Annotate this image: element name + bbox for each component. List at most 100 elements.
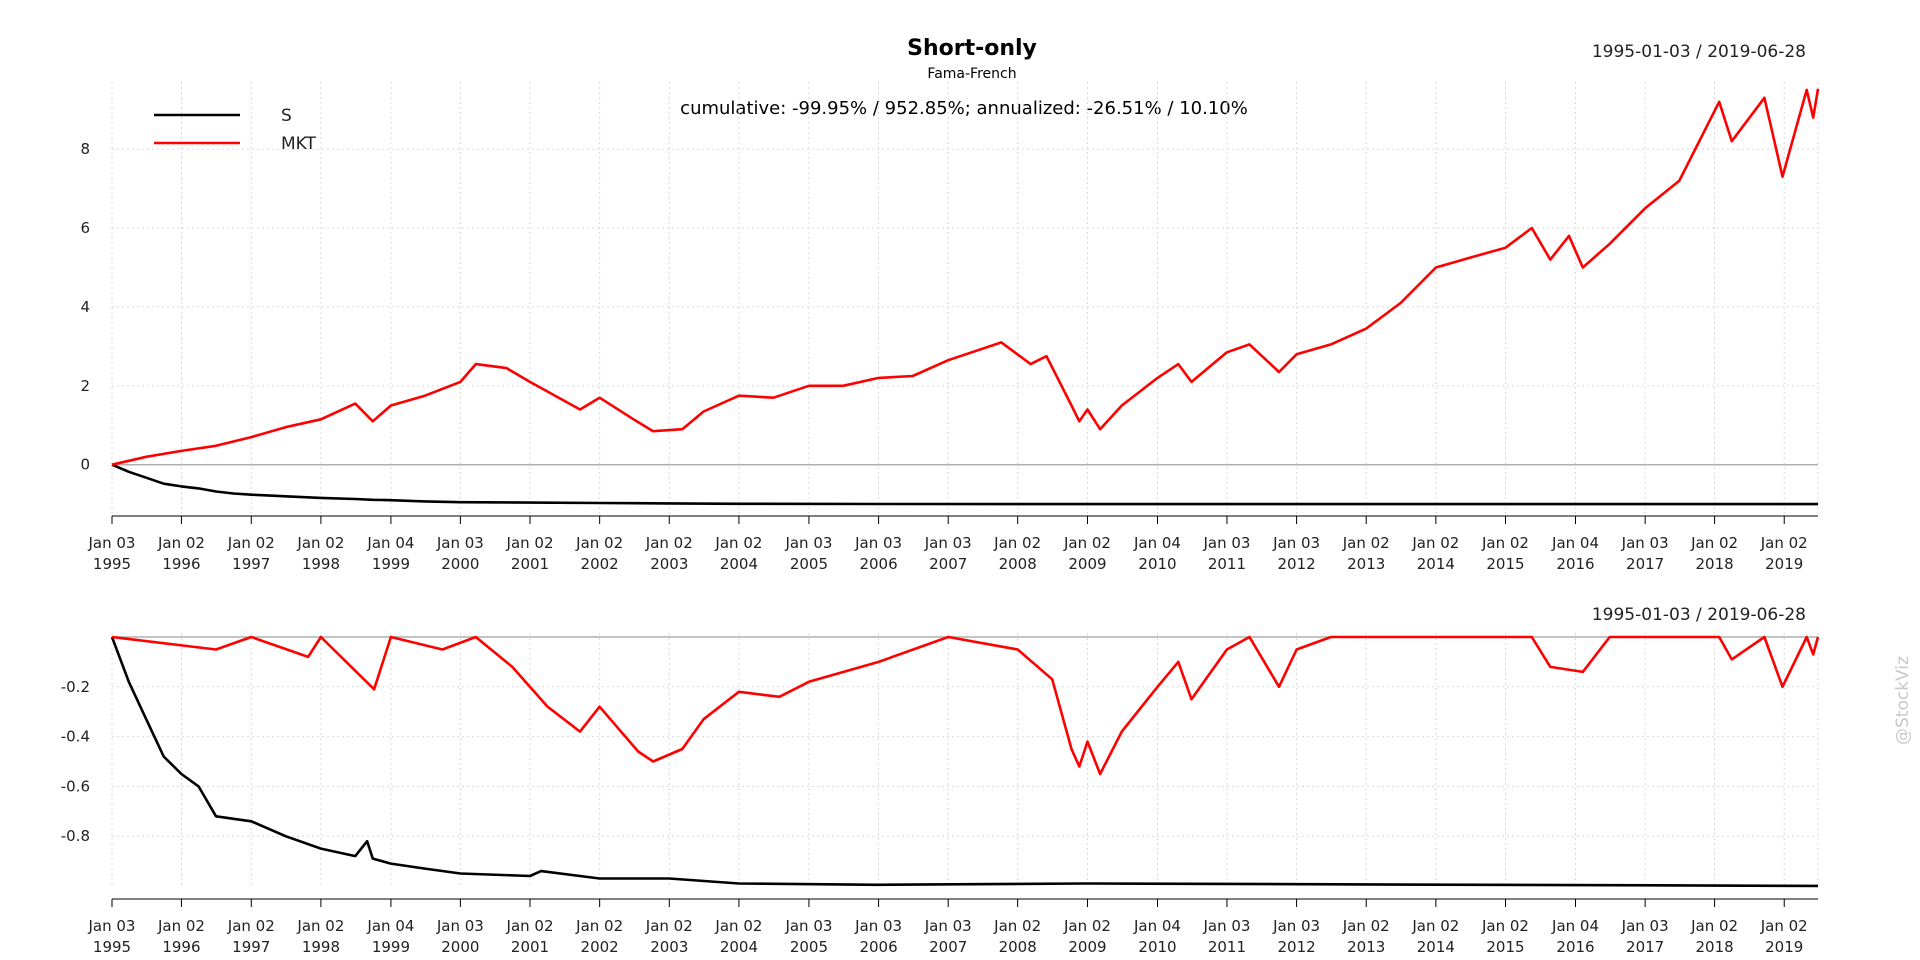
x-tick-year-label: 2002 <box>581 938 619 956</box>
x-tick-year-label: 2012 <box>1277 555 1315 573</box>
x-tick-label: Jan 02 <box>645 534 693 552</box>
date-range-label: 1995-01-03 / 2019-06-28 <box>1592 42 1806 62</box>
series-line-mkt <box>111 88 1820 466</box>
series-line-s <box>111 463 1818 506</box>
x-tick-label: Jan 03 <box>1272 534 1320 552</box>
x-tick-label: Jan 02 <box>714 917 762 935</box>
y-tick-label: 6 <box>80 219 90 237</box>
x-tick-year-label: 2013 <box>1347 938 1385 956</box>
x-tick-label: Jan 02 <box>1690 917 1738 935</box>
x-tick-year-label: 2000 <box>441 555 479 573</box>
x-tick-label: Jan 03 <box>924 534 972 552</box>
x-tick-year-label: 2007 <box>929 938 967 956</box>
x-tick-year-label: 2019 <box>1765 555 1803 573</box>
legend-label-mkt: MKT <box>281 134 316 154</box>
x-tick-year-label: 2007 <box>929 555 967 573</box>
y-tick-label: -0.2 <box>61 678 90 696</box>
x-tick-year-label: 2017 <box>1626 938 1664 956</box>
x-tick-label: Jan 02 <box>227 534 275 552</box>
x-tick-year-label: 2011 <box>1208 938 1246 956</box>
x-tick-label: Jan 02 <box>227 917 275 935</box>
x-tick-label: Jan 03 <box>784 917 832 935</box>
x-tick-year-label: 1995 <box>93 555 131 573</box>
x-tick-label: Jan 04 <box>1551 534 1599 552</box>
x-tick-label: Jan 02 <box>1411 917 1459 935</box>
y-tick-label: -0.6 <box>61 777 90 795</box>
y-axis: 0 2 4 6 8 <box>80 140 1818 474</box>
x-tick-label: Jan 02 <box>1063 917 1111 935</box>
x-tick-year-label: 2010 <box>1138 555 1176 573</box>
x-tick-label: Jan 03 <box>436 917 484 935</box>
stats-annotation: cumulative: -99.95% / 952.85%; annualize… <box>680 98 1248 119</box>
x-tick-label: Jan 04 <box>1551 917 1599 935</box>
drawdown-panel: 1995-01-03 / 2019-06-28 Jan 03 1995 Jan 02 1… <box>61 605 1820 956</box>
x-tick-year-label: 1999 <box>372 555 410 573</box>
legend: S MKT <box>154 106 316 154</box>
x-tick-label: Jan 03 <box>854 917 902 935</box>
x-tick-label: Jan 02 <box>1760 917 1808 935</box>
x-tick-year-label: 2018 <box>1696 938 1734 956</box>
series-line-mkt <box>111 635 1820 776</box>
x-tick-label: Jan 02 <box>296 917 344 935</box>
x-gridlines <box>111 82 1819 516</box>
x-tick-year-label: 2018 <box>1696 555 1734 573</box>
x-tick-label: Jan 02 <box>157 917 205 935</box>
x-tick-label: Jan 03 <box>854 534 902 552</box>
x-axis: Jan 03 1995 Jan 02 1996 Jan 02 1997 Jan 02 1998… <box>88 515 1818 573</box>
x-tick-label: Jan 03 <box>1202 917 1250 935</box>
x-tick-label: Jan 03 <box>88 534 136 552</box>
x-tick-year-label: 2015 <box>1486 938 1524 956</box>
y-axis: -0.2 -0.4 -0.6 -0.8 <box>61 678 1818 845</box>
y-tick-label: 0 <box>80 456 90 474</box>
x-tick-year-label: 2009 <box>1068 938 1106 956</box>
x-tick-label: Jan 02 <box>1342 917 1390 935</box>
chart-title: Short-only <box>907 36 1037 61</box>
x-tick-label: Jan 02 <box>506 917 554 935</box>
x-tick-year-label: 1997 <box>232 938 270 956</box>
x-tick-year-label: 2008 <box>999 555 1037 573</box>
y-tick-label: -0.8 <box>61 827 90 845</box>
x-tick-label: Jan 03 <box>1202 534 1250 552</box>
x-tick-year-label: 2011 <box>1208 555 1246 573</box>
legend-label-s: S <box>281 106 292 126</box>
x-tick-year-label: 2006 <box>859 938 897 956</box>
x-tick-year-label: 2005 <box>790 938 828 956</box>
x-tick-year-label: 1999 <box>372 938 410 956</box>
x-tick-label: Jan 02 <box>157 534 205 552</box>
x-tick-year-label: 2000 <box>441 938 479 956</box>
x-tick-year-label: 2003 <box>650 938 688 956</box>
x-tick-label: Jan 03 <box>784 534 832 552</box>
x-tick-year-label: 2009 <box>1068 555 1106 573</box>
x-tick-year-label: 2005 <box>790 555 828 573</box>
x-tick-year-label: 2004 <box>720 938 758 956</box>
cumulative-returns-panel: Short-only Fama-French cumulative: -99.95%… <box>80 36 1820 573</box>
x-tick-year-label: 1998 <box>302 555 340 573</box>
y-tick-label: 2 <box>80 377 90 395</box>
x-tick-label: Jan 04 <box>1133 534 1181 552</box>
x-tick-year-label: 2010 <box>1138 938 1176 956</box>
x-tick-label: Jan 02 <box>993 917 1041 935</box>
y-tick-label: 8 <box>80 140 90 158</box>
watermark-label: @StockViz <box>1893 656 1913 745</box>
x-tick-year-label: 1996 <box>162 938 200 956</box>
series-line-s <box>110 636 1819 888</box>
x-tick-label: Jan 02 <box>1342 534 1390 552</box>
x-tick-label: Jan 02 <box>1760 534 1808 552</box>
x-tick-year-label: 1996 <box>162 555 200 573</box>
x-tick-year-label: 2015 <box>1486 555 1524 573</box>
x-tick-label: Jan 02 <box>296 534 344 552</box>
x-tick-year-label: 2006 <box>859 555 897 573</box>
x-tick-year-label: 1997 <box>232 555 270 573</box>
x-tick-label: Jan 02 <box>645 917 693 935</box>
x-tick-label: Jan 02 <box>1481 917 1529 935</box>
x-tick-year-label: 2012 <box>1277 938 1315 956</box>
chart-subtitle: Fama-French <box>927 66 1016 82</box>
x-tick-label: Jan 02 <box>993 534 1041 552</box>
x-tick-label: Jan 02 <box>575 534 623 552</box>
x-tick-year-label: 2014 <box>1417 938 1455 956</box>
x-tick-year-label: 2003 <box>650 555 688 573</box>
x-tick-label: Jan 03 <box>1621 534 1669 552</box>
x-tick-year-label: 2019 <box>1765 938 1803 956</box>
x-tick-label: Jan 02 <box>506 534 554 552</box>
